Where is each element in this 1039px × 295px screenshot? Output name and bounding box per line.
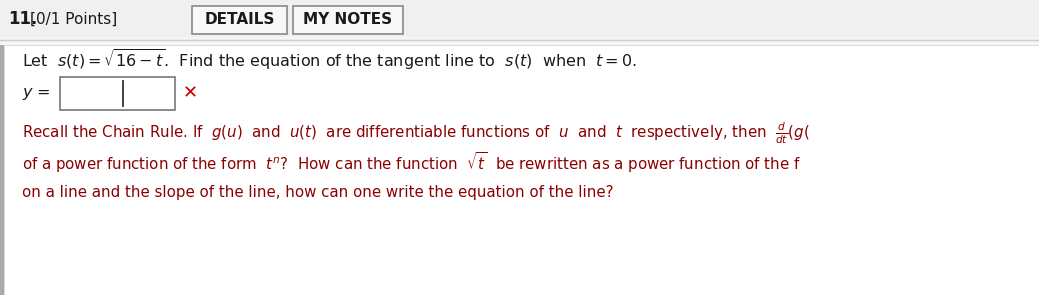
Text: ✕: ✕ xyxy=(183,84,198,102)
Text: Recall the Chain Rule. If  $g(u)$  and  $u(t)$  are differentiable functions of : Recall the Chain Rule. If $g(u)$ and $u(… xyxy=(22,120,810,146)
Bar xyxy=(192,6,287,34)
Bar xyxy=(0,45,4,295)
Text: Let  $s(t) = \sqrt{16-t}$.  Find the equation of the tangent line to  $s(t)$  wh: Let $s(t) = \sqrt{16-t}$. Find the equat… xyxy=(22,47,637,73)
Bar xyxy=(60,77,175,110)
Bar xyxy=(293,6,403,34)
Text: on a line and the slope of the line, how can one write the equation of the line?: on a line and the slope of the line, how… xyxy=(22,186,613,201)
Text: 11.: 11. xyxy=(8,10,37,28)
Text: of a power function of the form  $t^n$?  How can the function  $\sqrt{t}$  be re: of a power function of the form $t^n$? H… xyxy=(22,150,801,176)
Bar xyxy=(4,45,1039,295)
Text: MY NOTES: MY NOTES xyxy=(303,12,393,27)
Bar xyxy=(0,0,1039,37)
Text: DETAILS: DETAILS xyxy=(205,12,274,27)
Text: $y$ =: $y$ = xyxy=(22,86,51,101)
Text: [0/1 Points]: [0/1 Points] xyxy=(30,12,117,27)
